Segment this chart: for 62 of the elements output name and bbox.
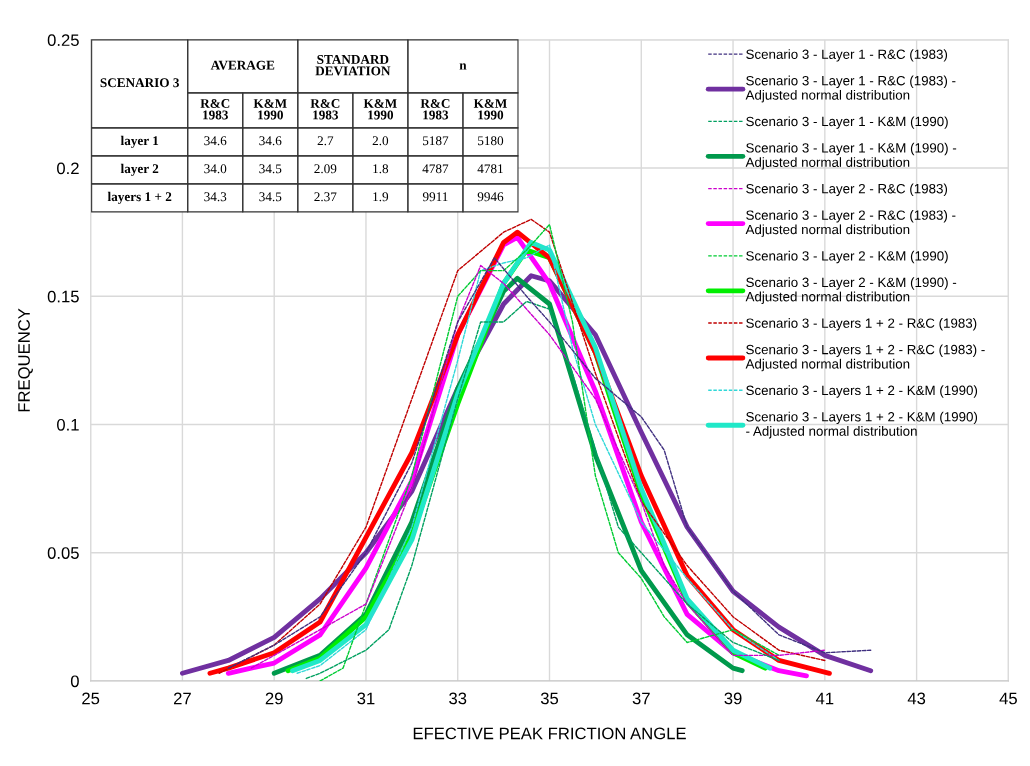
x-tick-label: 25 — [82, 692, 100, 705]
annotation: layer 1 — [120, 135, 159, 148]
annotation: AVERAGE — [210, 60, 275, 70]
annotation: 34.5 — [259, 192, 282, 202]
annotation: 2.09 — [314, 164, 337, 174]
legend-label: Scenario 3 - Layer 1 - K&M (1990) - Adjusted normal distribution — [745, 142, 957, 170]
annotation: 4787 — [422, 164, 449, 174]
annotation: 2.0 — [372, 136, 389, 146]
legend-label: Scenario 3 - Layer 2 - K&M (1990) - Adjusted normal distribution — [745, 277, 957, 305]
legend-label: Scenario 3 - Layer 1 - R&C (1983) - Adjusted normal distribution — [745, 75, 956, 103]
y-tick-label: 0.2 — [57, 162, 79, 175]
y-axis-title: FREQUENCY — [18, 308, 33, 412]
annotation: 1.8 — [373, 164, 389, 174]
annotation: 2.7 — [317, 136, 334, 146]
y-tick-label: 0.05 — [47, 547, 79, 559]
annotation: 9946 — [477, 192, 504, 202]
legend-label: Scenario 3 - Layer 2 - R&C (1983) — [746, 183, 948, 197]
legend-label: Scenario 3 - Layer 1 - R&C (1983) — [746, 49, 948, 62]
legend-label: Scenario 3 - Layer 1 - K&M (1990) — [746, 116, 948, 129]
annotation: n — [459, 63, 467, 70]
x-tick-label: 41 — [815, 692, 834, 705]
x-tick-label: 35 — [540, 692, 559, 705]
x-tick-label: 31 — [357, 692, 375, 705]
x-tick-label: 45 — [999, 692, 1017, 705]
annotation: SCENARIO 3 — [100, 78, 179, 88]
annotation: 34.6 — [204, 136, 227, 146]
annotation: K&M 1990 — [253, 98, 287, 120]
x-tick-label: 37 — [632, 692, 650, 705]
x-tick-label: 43 — [907, 692, 926, 705]
annotation: R&C 1983 — [420, 98, 450, 120]
x-tick-label: 27 — [173, 692, 191, 705]
legend-label: Scenario 3 - Layers 1 + 2 - K&M (1990) - Adjusted normal distribution — [746, 411, 978, 439]
annotation: 5180 — [478, 136, 504, 146]
annotation: 4781 — [477, 164, 503, 174]
annotation: R&C 1983 — [200, 98, 230, 120]
legend-label: Scenario 3 - Layers 1 + 2 - K&M (1990) — [746, 385, 978, 398]
annotation: K&M 1990 — [363, 98, 397, 120]
annotation: layers 1 + 2 — [107, 191, 172, 204]
x-tick-label: 29 — [265, 692, 283, 705]
legend-label: Scenario 3 - Layers 1 + 2 - R&C (1983) — [746, 318, 977, 331]
y-tick-label: 0 — [70, 675, 79, 688]
legend-label: Scenario 3 - Layer 2 - R&C (1983) - Adjusted normal distribution — [745, 210, 956, 237]
annotation: STANDARD DEVIATION — [315, 55, 391, 76]
y-tick-label: 0.1 — [57, 418, 79, 431]
annotation: 5187 — [422, 136, 449, 146]
annotation: layer 2 — [120, 163, 159, 176]
legend-label: Scenario 3 - Layer 2 - K&M (1990) — [746, 250, 948, 264]
annotation: R&C 1983 — [310, 98, 340, 120]
y-tick-label: 0.15 — [47, 290, 79, 303]
y-tick-label: 0.25 — [47, 34, 79, 47]
annotation: 34.3 — [204, 192, 227, 202]
annotation: 9911 — [422, 192, 448, 202]
annotation: 34.0 — [204, 164, 227, 174]
annotation: 1.9 — [373, 192, 389, 202]
x-tick-label: 39 — [724, 692, 742, 705]
x-tick-label: 33 — [449, 692, 467, 705]
annotation: K&M 1990 — [473, 98, 507, 120]
annotation: 34.5 — [259, 164, 282, 174]
annotation: 34.6 — [259, 136, 282, 146]
legend-label: Scenario 3 - Layers 1 + 2 - R&C (1983) - Adjusted normal distribution — [745, 344, 985, 372]
annotation: 2.37 — [314, 192, 337, 202]
x-axis-title: EFECTIVE PEAK FRICTION ANGLE — [413, 727, 686, 740]
